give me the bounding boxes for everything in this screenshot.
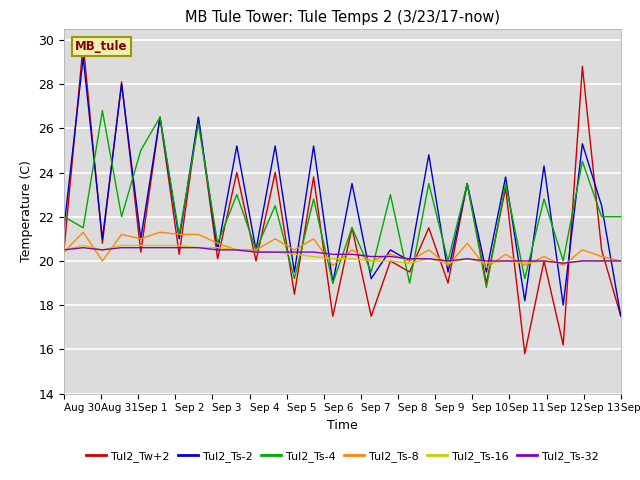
Y-axis label: Temperature (C): Temperature (C) bbox=[20, 160, 33, 262]
Title: MB Tule Tower: Tule Temps 2 (3/23/17-now): MB Tule Tower: Tule Temps 2 (3/23/17-now… bbox=[185, 10, 500, 25]
Text: MB_tule: MB_tule bbox=[75, 40, 127, 53]
X-axis label: Time: Time bbox=[327, 419, 358, 432]
Legend: Tul2_Tw+2, Tul2_Ts-2, Tul2_Ts-4, Tul2_Ts-8, Tul2_Ts-16, Tul2_Ts-32: Tul2_Tw+2, Tul2_Ts-2, Tul2_Ts-4, Tul2_Ts… bbox=[82, 446, 603, 467]
